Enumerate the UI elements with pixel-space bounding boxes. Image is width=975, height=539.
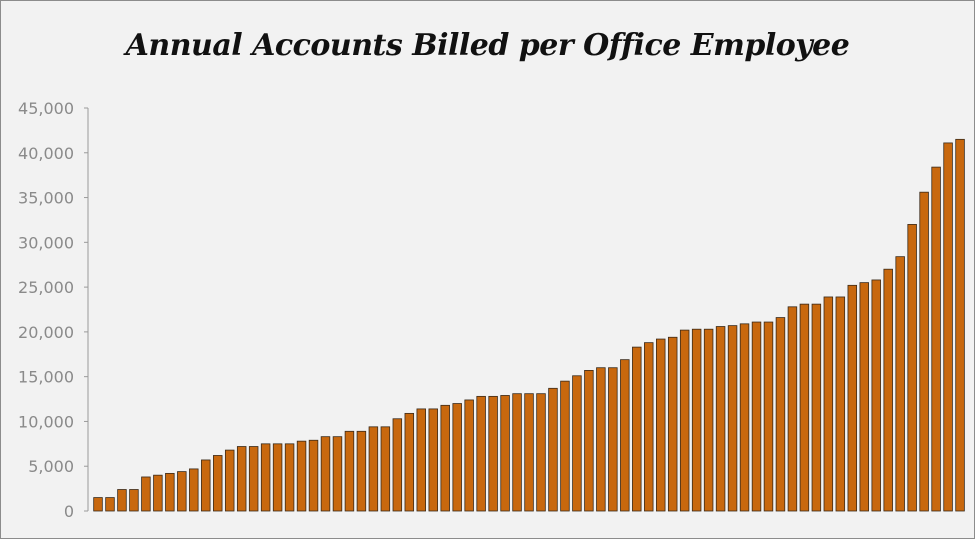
bar <box>739 323 750 512</box>
bar <box>320 436 331 512</box>
bar <box>308 439 319 512</box>
bar <box>356 430 367 512</box>
bar <box>344 430 355 512</box>
bar <box>476 395 486 512</box>
bar <box>488 395 498 512</box>
bar <box>955 138 965 512</box>
y-tick-label: 0 <box>64 502 74 521</box>
bar <box>907 224 917 512</box>
y-tick-label: 25,000 <box>18 278 74 297</box>
bar <box>428 408 438 512</box>
bar <box>572 375 582 512</box>
bar <box>117 489 127 512</box>
bar <box>236 446 247 512</box>
y-tick-label: 5,000 <box>28 457 74 476</box>
bar <box>835 296 846 512</box>
bar <box>536 393 546 512</box>
bars <box>93 138 965 512</box>
bar <box>596 367 606 512</box>
y-tick-label: 30,000 <box>18 233 74 252</box>
bar <box>296 440 307 512</box>
bar <box>284 443 295 512</box>
bar <box>667 336 678 512</box>
bar <box>859 282 869 512</box>
bar <box>141 476 151 512</box>
bar <box>368 426 379 512</box>
bar <box>811 303 822 512</box>
bar <box>165 472 175 512</box>
bar <box>787 306 798 512</box>
bar <box>177 471 187 512</box>
bar <box>931 166 941 512</box>
bar <box>883 268 893 512</box>
bar <box>608 367 618 512</box>
chart-title: Annual Accounts Billed per Office Employ… <box>125 28 850 63</box>
bar <box>584 369 594 512</box>
bar <box>129 489 139 512</box>
bar <box>644 342 654 512</box>
bar <box>775 317 786 512</box>
bar <box>943 142 953 512</box>
bar <box>823 296 834 512</box>
bar <box>248 446 259 512</box>
bar <box>763 321 774 512</box>
y-tick-label: 15,000 <box>18 368 74 387</box>
bar <box>799 303 810 512</box>
bar <box>715 326 726 512</box>
bar <box>512 393 522 512</box>
bar <box>404 412 415 512</box>
bar <box>332 436 343 512</box>
bar <box>500 395 510 512</box>
bar <box>392 418 403 512</box>
bar <box>548 387 558 512</box>
bar <box>632 346 642 512</box>
bar <box>416 408 427 512</box>
bar <box>105 497 115 512</box>
bar <box>93 497 103 512</box>
bar <box>895 256 905 512</box>
bar <box>272 443 283 512</box>
bar <box>656 338 666 512</box>
bar <box>213 455 223 512</box>
bar <box>871 279 881 512</box>
y-tick-label: 40,000 <box>18 144 74 163</box>
bar <box>847 284 858 512</box>
bar <box>919 191 929 512</box>
bar <box>153 474 163 512</box>
y-axis: 0 5,000 10,000 15,000 20,000 25,000 30,000 35,0… <box>18 99 89 521</box>
bar <box>691 328 702 512</box>
bar <box>452 403 462 512</box>
bar <box>620 359 630 512</box>
bar <box>727 325 738 512</box>
bar <box>189 468 199 512</box>
bar <box>440 404 450 512</box>
bar <box>201 459 211 512</box>
y-tick-label: 10,000 <box>18 412 74 431</box>
bar <box>464 399 474 512</box>
bar <box>560 380 570 512</box>
bar <box>260 443 271 512</box>
bar <box>751 321 762 512</box>
y-tick-label: 35,000 <box>18 189 74 208</box>
bar <box>679 329 690 512</box>
bar <box>224 449 235 512</box>
bar <box>524 393 534 512</box>
y-tick-label: 45,000 <box>18 99 74 118</box>
bar <box>380 426 391 512</box>
bar <box>703 328 714 512</box>
y-tick-label: 20,000 <box>18 323 74 342</box>
